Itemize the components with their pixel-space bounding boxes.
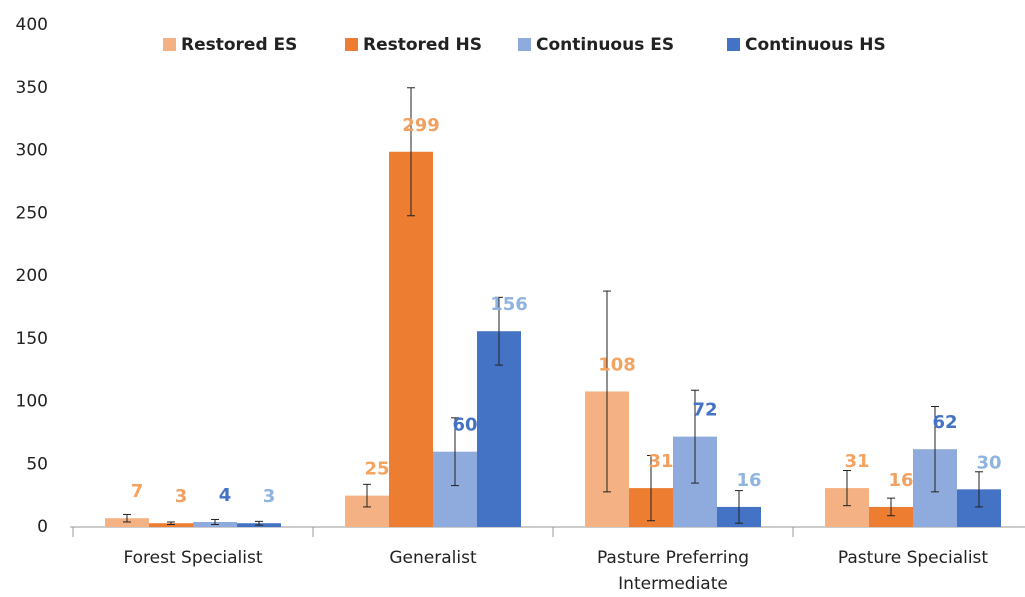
y-tick-label: 300	[16, 141, 48, 161]
legend-swatch	[345, 38, 358, 51]
data-label: 3	[263, 486, 276, 507]
data-label: 31	[844, 451, 869, 472]
y-tick-label: 350	[16, 78, 48, 98]
y-tick-label: 400	[16, 15, 48, 35]
data-label: 16	[736, 470, 761, 491]
data-label: 31	[648, 451, 673, 472]
x-tick-label: Forest Specialist	[123, 548, 263, 568]
y-tick-label: 50	[26, 454, 48, 474]
data-label: 60	[452, 415, 477, 436]
y-tick-label: 0	[37, 517, 48, 537]
data-label: 299	[402, 115, 440, 136]
x-tick-label: Generalist	[389, 548, 477, 568]
data-label: 62	[932, 412, 957, 433]
bar	[869, 506, 913, 527]
bar	[149, 523, 193, 527]
data-label: 7	[131, 481, 144, 502]
legend-label: Restored HS	[363, 35, 482, 55]
data-label: 72	[692, 400, 717, 421]
data-label: 4	[219, 485, 232, 506]
legend-label: Continuous HS	[745, 35, 886, 55]
data-label: 16	[888, 470, 913, 491]
data-label: 156	[490, 294, 528, 315]
data-label: 25	[364, 459, 389, 480]
data-label: 108	[598, 354, 636, 375]
y-tick-label: 200	[16, 266, 48, 286]
x-tick-label: Pasture Preferring Intermediate	[596, 548, 750, 594]
legend-label: Restored ES	[181, 35, 297, 55]
data-label: 30	[976, 452, 1001, 473]
bar	[105, 518, 149, 527]
legend-swatch	[727, 38, 740, 51]
y-tick-label: 250	[16, 203, 48, 223]
legend-label: Continuous ES	[536, 35, 674, 55]
data-label: 3	[175, 486, 188, 507]
x-tick-label: Pasture Specialist	[837, 548, 989, 568]
legend-swatch	[163, 38, 176, 51]
y-tick-label: 150	[16, 329, 48, 349]
y-tick-label: 100	[16, 392, 48, 412]
legend-swatch	[518, 38, 531, 51]
